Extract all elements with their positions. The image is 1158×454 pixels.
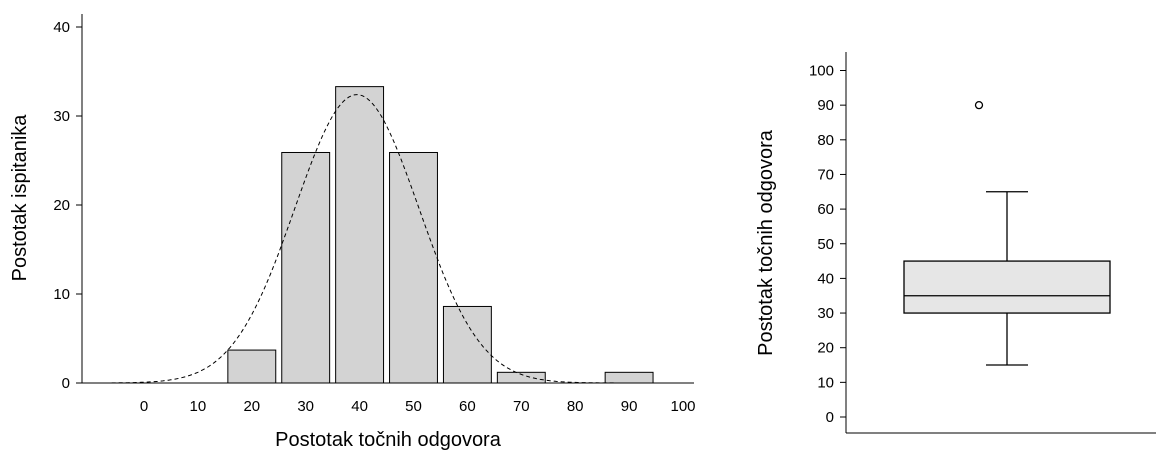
histogram-y-tick-label: 40 [53,19,70,36]
histogram-bar [604,371,654,384]
boxplot-box [903,260,1111,314]
boxplot-y-tick-label: 80 [817,132,834,149]
histogram-bar [442,305,492,384]
histogram-y-tick-label: 10 [53,286,70,303]
histogram-x-tick-label: 10 [190,398,207,415]
histogram-y-ticks: 0 10 20 30 40 [53,19,82,392]
boxplot-y-tick-label: 40 [817,270,834,287]
histogram-bar [335,86,385,384]
histogram-x-tick-label: 30 [297,398,314,415]
boxplot-y-ticks: 0 10 20 30 40 50 60 70 80 90 100 [809,63,846,426]
boxplot-y-tick-label: 70 [817,166,834,183]
histogram-x-tick-label: 90 [621,398,638,415]
boxplot-y-tick-label: 100 [809,63,834,80]
boxplot-outlier [974,101,984,110]
boxplot-y-tick-label: 10 [817,374,834,391]
histogram-x-tick-label: 50 [405,398,422,415]
histogram-bars [227,86,654,384]
histogram-x-tick-label: 70 [513,398,530,415]
histogram-x-tick-label: 60 [459,398,476,415]
histogram-bar [281,151,331,384]
boxplot-y-tick-label: 30 [817,305,834,322]
boxplot-y-tick-label: 0 [826,409,834,426]
histogram-x-tick-label: 100 [670,398,695,415]
histogram-y-tick-label: 20 [53,197,70,214]
histogram-x-tick-label: 20 [243,398,260,415]
boxplot-y-axis-label: Postotak točnih odgovora [755,129,777,356]
histogram-y-tick-label: 30 [53,108,70,125]
histogram-x-tick-label: 40 [351,398,368,415]
boxplot-chart: 0 10 20 30 40 50 60 70 80 90 100 Postotak točnih o… [755,52,1156,434]
boxplot-y-tick-label: 50 [817,236,834,253]
histogram-y-axis-label: Postotak ispitanika [9,114,31,282]
boxplot-marks [903,101,1111,366]
histogram-y-tick-label: 0 [62,375,70,392]
histogram-x-tick-label: 0 [140,398,148,415]
histogram-bar [389,151,438,384]
histogram-chart: 0 10 20 30 40 50 60 70 80 90 100 0 10 20 30 40 Postota… [9,14,696,451]
histogram-bar [227,349,277,384]
boxplot-y-tick-label: 60 [817,201,834,218]
histogram-x-tick-label: 80 [567,398,584,415]
boxplot-y-tick-label: 90 [817,97,834,114]
boxplot-y-tick-label: 20 [817,340,834,357]
histogram-x-ticks: 0 10 20 30 40 50 60 70 80 90 100 [140,398,696,415]
histogram-x-axis-label: Postotak točnih odgovora [275,429,502,451]
